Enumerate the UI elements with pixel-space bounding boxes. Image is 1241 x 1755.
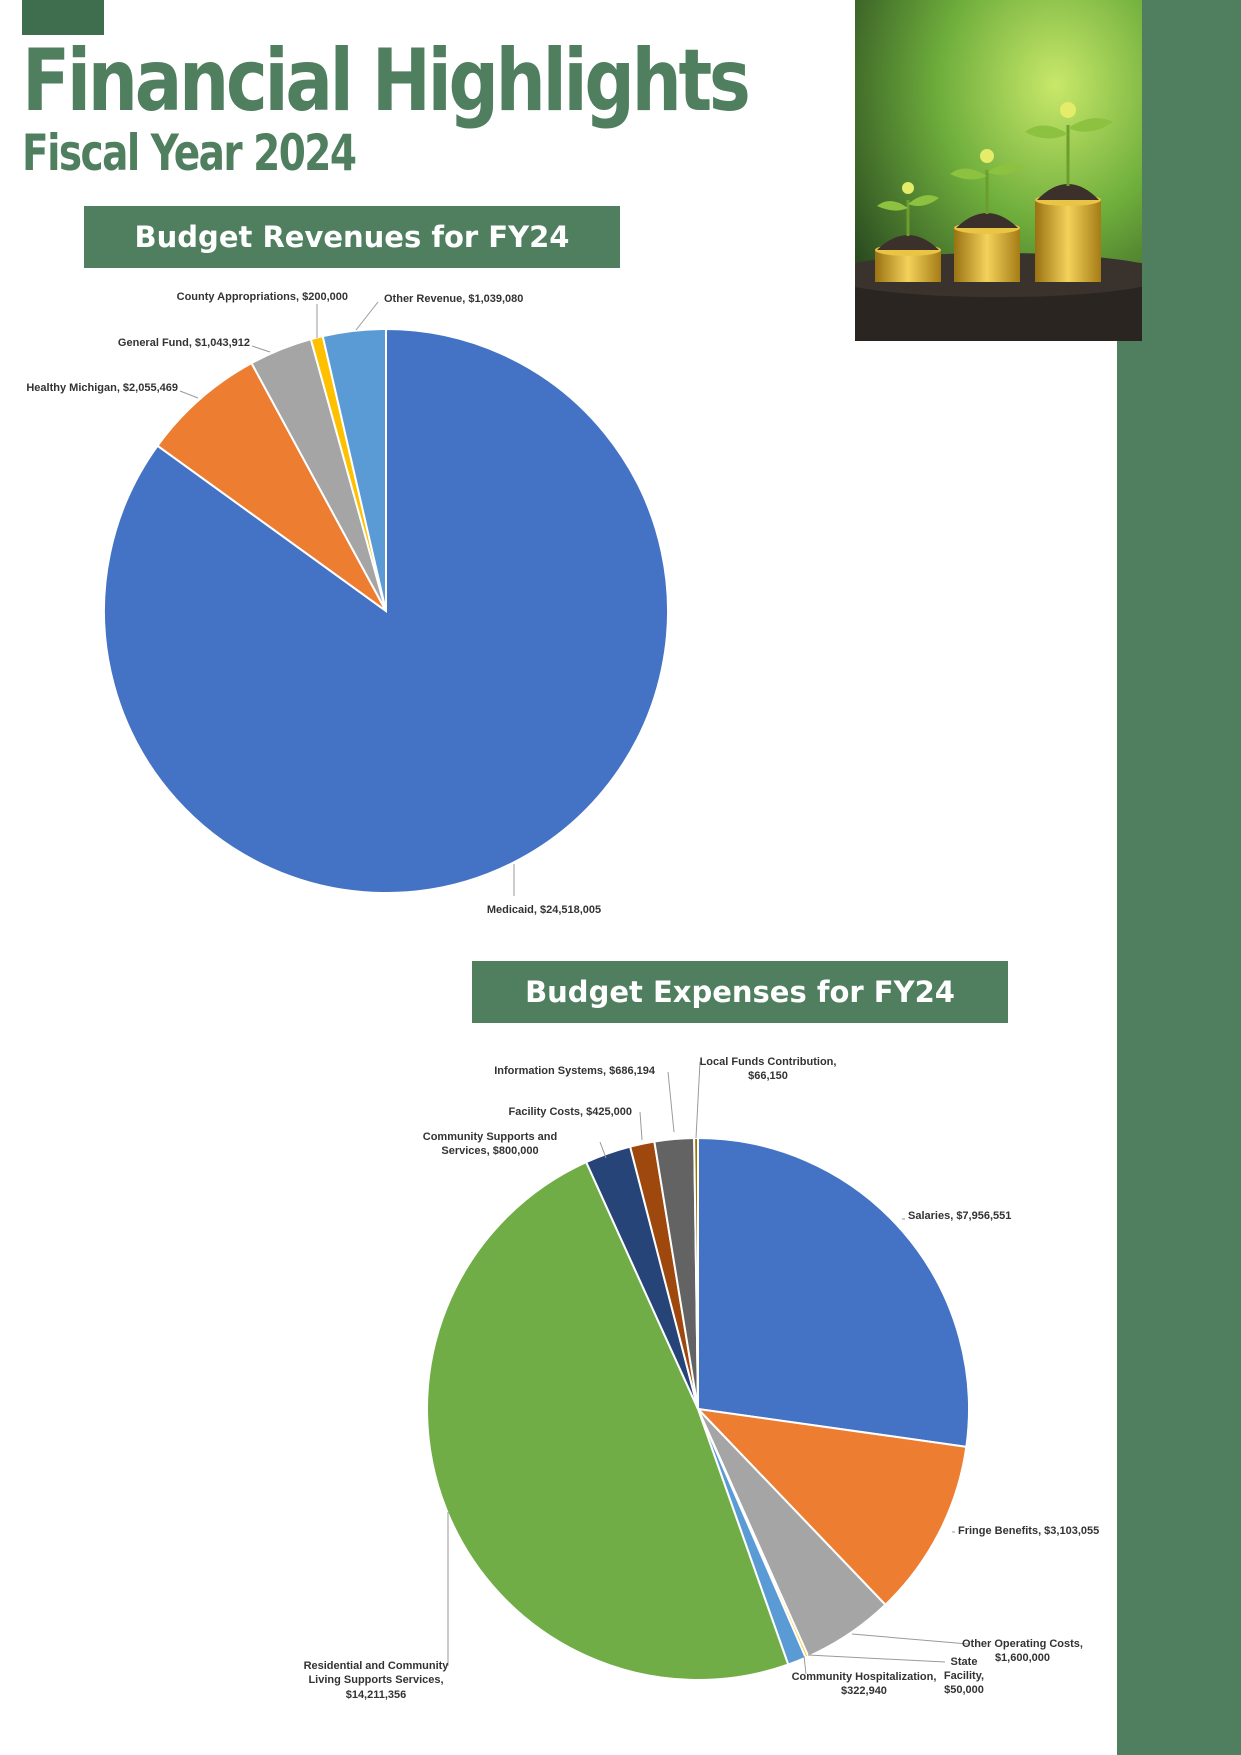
- expense-label-other-operating-costs: $1,600,000: [995, 1652, 1050, 1664]
- expense-label-state-facility: State: [951, 1656, 978, 1668]
- expense-label-residential-and-community-living-supports-services: Living Supports Services,: [308, 1674, 443, 1686]
- expense-label-community-hospitalization: Community Hospitalization,: [792, 1671, 937, 1683]
- expense-slice-salaries: [697, 1136, 970, 1448]
- expense-label-community-hospitalization: $322,940: [841, 1685, 887, 1697]
- expense-leader-facility-costs: [639, 1111, 643, 1141]
- expense-label-salaries: Salaries, $7,956,551: [908, 1210, 1011, 1222]
- page-title: Financial Highlights: [22, 31, 751, 131]
- coin-stacks-with-seedlings-icon: [855, 0, 1142, 341]
- expense-leader-community-supports-and-services: [599, 1141, 607, 1159]
- revenue-slice-other-revenue: [321, 327, 387, 612]
- page-subtitle: Fiscal Year 2024: [22, 124, 357, 182]
- revenue-label-healthy-michigan: Healthy Michigan, $2,055,469: [26, 382, 178, 394]
- corner-tab: [22, 0, 104, 35]
- expense-leader-state-facility: [807, 1654, 946, 1663]
- expense-label-community-supports-and-services: Community Supports and: [423, 1131, 557, 1143]
- expense-label-residential-and-community-living-supports-services: Residential and Community: [304, 1660, 450, 1672]
- expense-label-state-facility-value: $50,000: [944, 1684, 984, 1696]
- revenue-leader-healthy-michigan: [179, 390, 199, 399]
- expense-label-local-funds-contribution: Local Funds Contribution,: [700, 1056, 837, 1068]
- revenue-leader-other-revenue: [355, 301, 379, 331]
- revenue-label-medicaid: Medicaid, $24,518,005: [487, 904, 601, 916]
- expense-label-information-systems: Information Systems, $686,194: [494, 1065, 656, 1077]
- revenue-slice-healthy-michigan: [156, 361, 387, 612]
- sidebar-accent-top: [1141, 0, 1241, 1030]
- expense-leader-information-systems: [667, 1071, 675, 1133]
- expense-leader-local-funds-contribution: [695, 1061, 701, 1139]
- pie-charts: Medicaid, $24,518,005 Healthy Michigan, $…: [26, 291, 1099, 1701]
- revenue-label-other-revenue: Other Revenue, $1,039,080: [384, 293, 523, 305]
- expense-label-other-operating-costs: Other Operating Costs,: [962, 1638, 1083, 1650]
- revenue-label-general-fund: General Fund, $1,043,912: [118, 337, 250, 349]
- expense-label-residential-and-community-living-supports-services: $14,211,356: [346, 1689, 407, 1701]
- expense-slice-local-funds-contribution: [693, 1136, 699, 1410]
- expense-slice-fringe-benefits: [695, 1407, 968, 1607]
- expense-slice-residential-and-community-living-supports-services: [426, 1160, 790, 1681]
- sidebar-accent-mid: [1117, 340, 1147, 1040]
- revenues-chart-title: Budget Revenues for FY24: [84, 206, 620, 268]
- expense-label-fringe-benefits: Fringe Benefits, $3,103,055: [958, 1525, 1099, 1537]
- revenue-label-county-appropriations: County Appropriations, $200,000: [177, 291, 348, 303]
- expense-label-local-funds-contribution: $66,150: [748, 1070, 788, 1082]
- expense-leader-community-hospitalization: [803, 1655, 807, 1675]
- expense-leader-other-operating-costs: [851, 1633, 969, 1645]
- revenue-leader-general-fund: [251, 345, 271, 353]
- sidebar-accent-bottom: [1117, 1030, 1241, 1755]
- expense-label-community-supports-and-services: Services, $800,000: [441, 1145, 538, 1157]
- expense-label-facility-costs: Facility Costs, $425,000: [508, 1106, 632, 1118]
- expenses-chart-title: Budget Expenses for FY24: [472, 961, 1008, 1023]
- expense-label-state-facility: Facility,: [944, 1670, 984, 1682]
